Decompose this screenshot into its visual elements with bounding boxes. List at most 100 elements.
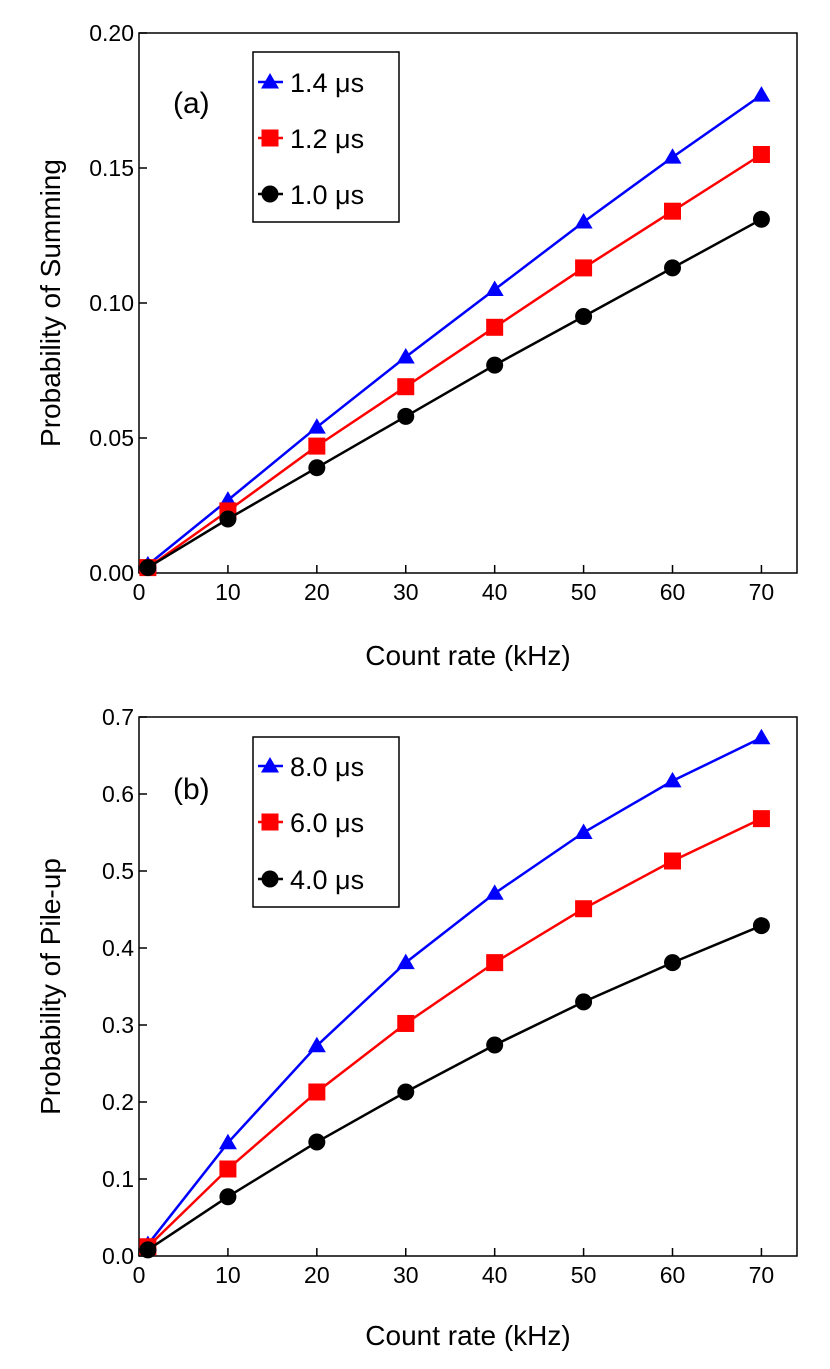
x-tick-label: 50 [571,1262,597,1288]
data-point-triangle [307,418,326,434]
data-point-triangle [752,86,771,102]
data-point-square [397,1014,415,1032]
x-tick-label: 0 [133,579,146,605]
y-tick-label: 0.20 [89,20,134,46]
x-tick-label: 70 [749,1262,775,1288]
data-point-triangle [485,280,504,296]
x-tick-label: 20 [304,579,330,605]
data-point-square [752,810,770,828]
legend-label: 8.0 μs [290,752,364,782]
data-point-square [486,954,504,972]
data-point-triangle [396,348,415,364]
data-point-circle [752,210,770,228]
legend-label: 1.0 μs [290,180,364,210]
y-tick-label: 0.00 [89,560,134,586]
data-point-circle [139,1241,157,1259]
y-tick-label: 0.05 [89,425,134,451]
series-line [147,153,763,569]
data-point-circle [219,510,237,528]
data-point-triangle [396,953,415,970]
data-point-circle [486,356,504,374]
plot-frame [138,716,798,1257]
data-point-triangle [485,884,504,900]
x-tick-label: 70 [749,579,775,605]
panel-b: 0 10 20 30 40 50 60 70 0.0 0.1 0.2 0.3 0.4 0.5 0.6 0.7 C… [35,704,798,1351]
legend-marker-circle [261,870,279,888]
data-point-circle [752,917,770,935]
y-tick-label: 0.2 [102,1089,134,1115]
series-circle [139,917,770,1259]
y-tick-label: 0.5 [102,858,134,884]
data-point-circle [308,1133,326,1151]
series-triangle [138,86,771,572]
data-point-circle [308,459,326,477]
x-tick-label: 30 [393,1262,419,1288]
data-point-square [308,1083,326,1101]
series-circle [139,210,770,577]
x-tick-label: 20 [304,1262,330,1288]
y-axis-title: Probability of Summing [35,159,66,447]
data-point-square [308,437,326,455]
legend-marker-triangle [261,757,279,773]
y-tick-label: 0.10 [89,290,134,316]
data-point-circle [664,954,682,972]
data-point-triangle [307,1036,326,1053]
data-point-triangle [574,823,593,839]
data-point-circle [575,308,593,325]
data-point-triangle [663,771,682,788]
x-tick-label: 60 [660,579,686,605]
series-line [147,218,763,569]
panel-label: (b) [173,773,210,806]
y-axis-title: Probability of Pile-up [35,858,66,1115]
data-point-triangle [218,1133,237,1150]
data-point-square [664,852,682,870]
x-tick-label: 60 [660,1262,686,1288]
legend-label: 1.4 μs [290,68,364,98]
data-point-circle [219,1188,237,1206]
panel-label: (a) [173,87,210,120]
x-tick-label: 30 [393,579,419,605]
series-line [147,924,762,1251]
data-point-circle [397,407,415,425]
x-tick-label: 0 [133,1262,146,1288]
legend-marker-triangle [261,73,279,89]
legend-marker-square [261,813,279,831]
y-tick-label: 0.15 [89,155,134,181]
series-line [147,94,763,566]
y-tick-label: 0.6 [102,781,134,807]
data-point-circle [664,259,682,277]
y-tick-label: 0.1 [102,1166,134,1192]
x-tick-label: 10 [215,579,241,605]
y-tick-label: 0.4 [102,935,134,961]
data-point-triangle [574,213,593,229]
legend: 1.4 μs 1.2 μs 1.0 μs [252,51,400,223]
data-point-square [397,378,415,396]
series-line [147,817,762,1248]
data-point-triangle [663,148,682,164]
x-axis-title: Count rate (kHz) [365,1320,570,1351]
series-square [139,146,770,577]
series-square [139,810,770,1256]
y-tick-label: 0.3 [102,1012,134,1038]
y-tick-label: 0.7 [102,704,134,730]
legend-label: 6.0 μs [290,808,364,838]
x-tick-label: 40 [482,579,508,605]
data-point-square [486,318,504,336]
y-tick-label: 0.0 [102,1243,134,1269]
data-point-square [575,900,593,918]
series-line [146,736,762,1246]
data-point-circle [486,1036,504,1054]
data-point-square [219,1160,237,1178]
data-point-square [575,259,593,277]
legend-label: 4.0 μs [290,865,364,895]
data-point-square [752,146,770,163]
x-tick-label: 10 [215,1262,241,1288]
x-axis-title: Count rate (kHz) [365,640,570,671]
data-point-circle [575,993,593,1011]
data-point-circle [139,559,157,577]
legend-marker-circle [261,185,279,203]
x-tick-label: 50 [571,579,597,605]
legend-marker-square [261,129,279,147]
legend: 8.0 μs 6.0 μs 4.0 μs [252,736,400,908]
